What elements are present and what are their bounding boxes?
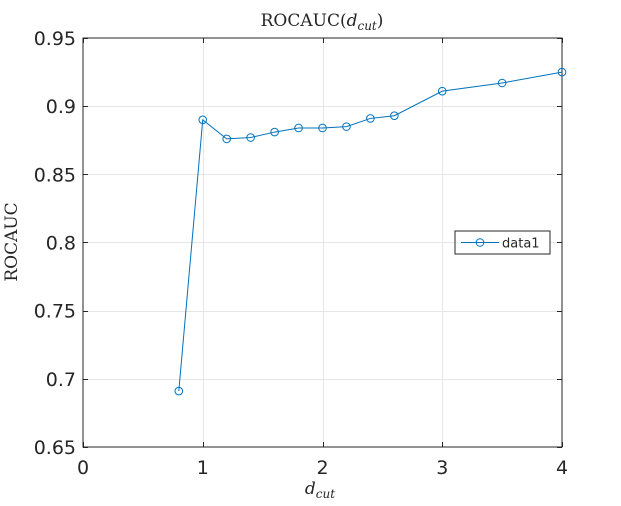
y-tick-label: 0.65	[34, 437, 76, 459]
x-tick-label: 1	[197, 457, 209, 479]
series-layer	[174, 67, 567, 396]
data-point-marker	[342, 122, 351, 131]
y-tick-label: 0.8	[46, 233, 76, 255]
data-point-marker	[318, 123, 327, 133]
data-point-marker	[437, 86, 447, 96]
series-line-data1	[178, 71, 563, 392]
x-tick-labels: 0 1 2 3 4	[77, 457, 568, 479]
x-tick-label: 4	[556, 457, 568, 479]
y-tick-label: 0.85	[34, 164, 76, 186]
data-point-marker	[246, 133, 255, 142]
data-point-marker	[557, 67, 567, 77]
chart-title-suffix: )	[377, 11, 384, 31]
x-tick-label: 2	[316, 457, 328, 479]
axis-ticks	[83, 38, 563, 448]
chart-title-prefix: ROCAUC(	[261, 11, 347, 31]
data-point-marker	[222, 134, 231, 144]
x-axis-label-var: d	[305, 479, 316, 499]
grid	[83, 38, 562, 447]
data-point-marker	[390, 111, 399, 121]
legend-marker	[475, 238, 485, 247]
y-tick-label: 0.7	[46, 369, 76, 391]
y-axis-label: ROCAUC	[2, 202, 22, 281]
chart-title: ROCAUC(dcut)	[261, 11, 384, 33]
data-point-marker	[294, 123, 303, 133]
x-tick-label: 0	[77, 457, 89, 479]
legend: data1	[454, 230, 551, 255]
data-point-marker	[366, 114, 375, 123]
data-point-marker	[198, 115, 208, 125]
data-point-marker	[497, 78, 507, 88]
y-tick-label: 0.95	[34, 28, 76, 50]
x-axis-label: dcut	[305, 479, 335, 501]
data-point-marker	[270, 127, 279, 137]
x-tick-label: 3	[436, 457, 448, 479]
chart-title-sub: cut	[357, 19, 376, 33]
y-tick-label: 0.75	[34, 301, 76, 323]
y-tick-label: 0.9	[46, 96, 76, 118]
legend-label: data1	[502, 237, 540, 252]
y-tick-labels: 0.65 0.7 0.75 0.8 0.85 0.9 0.95	[34, 28, 76, 459]
chart-title-var: d	[347, 11, 358, 31]
legend-box	[454, 230, 551, 255]
x-axis-label-sub: cut	[316, 487, 335, 501]
data-point-marker	[174, 386, 184, 396]
